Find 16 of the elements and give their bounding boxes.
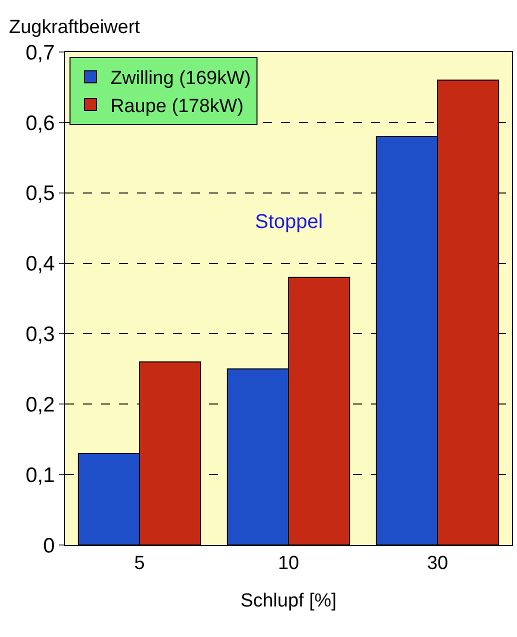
y-tick-label: 0,5 <box>26 182 55 206</box>
y-tick-label: 0,2 <box>26 393 55 416</box>
x-tick-label: 30 <box>426 552 448 574</box>
legend-label: Zwilling (169kW) <box>110 68 251 90</box>
y-axis-title: Zugkraftbeiwert <box>9 17 141 38</box>
legend-label: Raupe (178kW) <box>110 96 244 117</box>
y-tick-label: 0,3 <box>26 323 55 346</box>
x-tick-label: 10 <box>278 552 300 574</box>
y-tick-label: 0,4 <box>26 252 56 276</box>
annotation: Stoppel <box>255 211 323 233</box>
y-tick-label: 0 <box>43 534 55 558</box>
x-tick-label: 5 <box>134 552 145 574</box>
y-tick-label: 0,1 <box>26 464 55 487</box>
y-tick-label: 0,7 <box>26 41 55 64</box>
y-tick-label: 0,6 <box>26 112 55 135</box>
x-axis-title: Schlupf [%] <box>240 590 337 612</box>
